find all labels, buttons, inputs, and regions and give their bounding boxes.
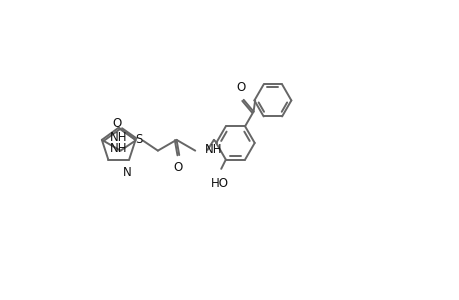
Text: O: O xyxy=(173,161,182,174)
Text: S: S xyxy=(135,133,143,146)
Text: NH: NH xyxy=(204,142,222,156)
Text: NH: NH xyxy=(110,142,128,155)
Text: N: N xyxy=(123,166,132,179)
Text: NH: NH xyxy=(109,131,127,144)
Text: O: O xyxy=(235,81,245,94)
Text: HO: HO xyxy=(210,177,228,190)
Text: O: O xyxy=(112,117,122,130)
